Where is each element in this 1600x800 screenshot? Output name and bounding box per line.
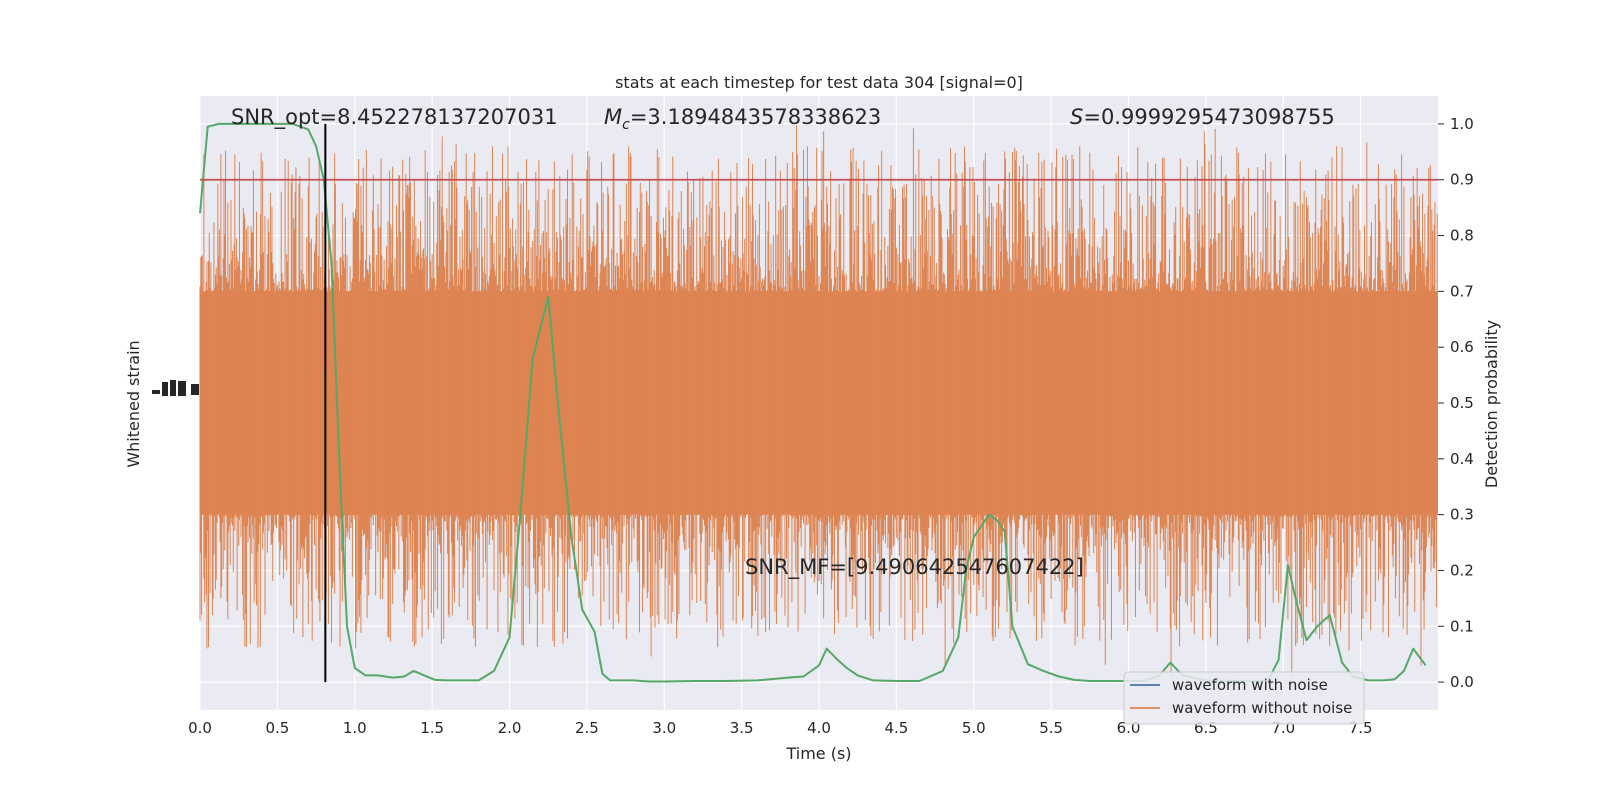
y-tick-label: 0.0	[1450, 673, 1474, 691]
snr-opt-annotation: SNR_opt=8.452278137207031	[231, 105, 558, 130]
x-tick-label: 1.5	[420, 719, 444, 737]
chirp-mass-annotation: Mc=3.1894843578338623	[604, 105, 881, 133]
x-tick-label: 4.0	[807, 719, 831, 737]
y-tick-label: 0.8	[1450, 227, 1474, 245]
snr-mf-annotation: SNR_MF=[9.490642547607422]	[745, 555, 1084, 580]
y-tick-label: 0.1	[1450, 617, 1474, 635]
s-annotation: S=0.9999295473098755	[1070, 105, 1335, 129]
left-tick-mark	[178, 381, 186, 396]
y-tick-label: 1.0	[1450, 115, 1474, 133]
ticks: 0.0 0.5 1.0 1.5 2.0 2.5 3.0 3.5 4.0 4.5 5.0 5.5 6.0 6…	[188, 115, 1474, 737]
x-tick-label: 3.0	[652, 719, 676, 737]
x-tick-label: 4.5	[884, 719, 908, 737]
legend-label-without-noise: waveform without noise	[1172, 699, 1352, 717]
left-tick-mark	[170, 380, 176, 396]
y-tick-label: 0.6	[1450, 338, 1474, 356]
legend-box	[1123, 671, 1365, 725]
waveform-without-noise-series	[199, 125, 1438, 679]
y-tick-label: 0.3	[1450, 506, 1474, 524]
left-tick-mark	[162, 382, 168, 396]
legend: waveform with noise waveform without noi…	[1123, 671, 1365, 725]
y-axis-label-right: Detection probability	[1482, 320, 1501, 488]
x-tick-label: 0.0	[188, 719, 212, 737]
reference-lines	[200, 123, 1438, 683]
y-tick-label: 0.4	[1450, 450, 1474, 468]
x-tick-label: 1.0	[343, 719, 367, 737]
y-tick-label: 0.5	[1450, 394, 1474, 412]
chart-title: stats at each timestep for test data 304…	[615, 73, 1023, 92]
y-tick-label: 0.7	[1450, 282, 1474, 300]
y-tick-label: 0.2	[1450, 561, 1474, 579]
y-axis-label-left: Whitened strain	[124, 340, 143, 467]
y-tick-label: 0.9	[1450, 171, 1474, 189]
left-tick-cluster	[152, 380, 199, 396]
x-tick-label: 5.0	[962, 719, 986, 737]
legend-label-with-noise: waveform with noise	[1172, 676, 1328, 694]
left-tick-mark	[152, 390, 160, 394]
left-tick-mark	[191, 384, 199, 395]
x-tick-label: 2.0	[498, 719, 522, 737]
x-tick-label: 3.5	[730, 719, 754, 737]
x-tick-label: 5.5	[1039, 719, 1063, 737]
x-tick-label: 0.5	[265, 719, 289, 737]
x-axis-label: Time (s)	[785, 744, 851, 763]
x-tick-label: 2.5	[575, 719, 599, 737]
